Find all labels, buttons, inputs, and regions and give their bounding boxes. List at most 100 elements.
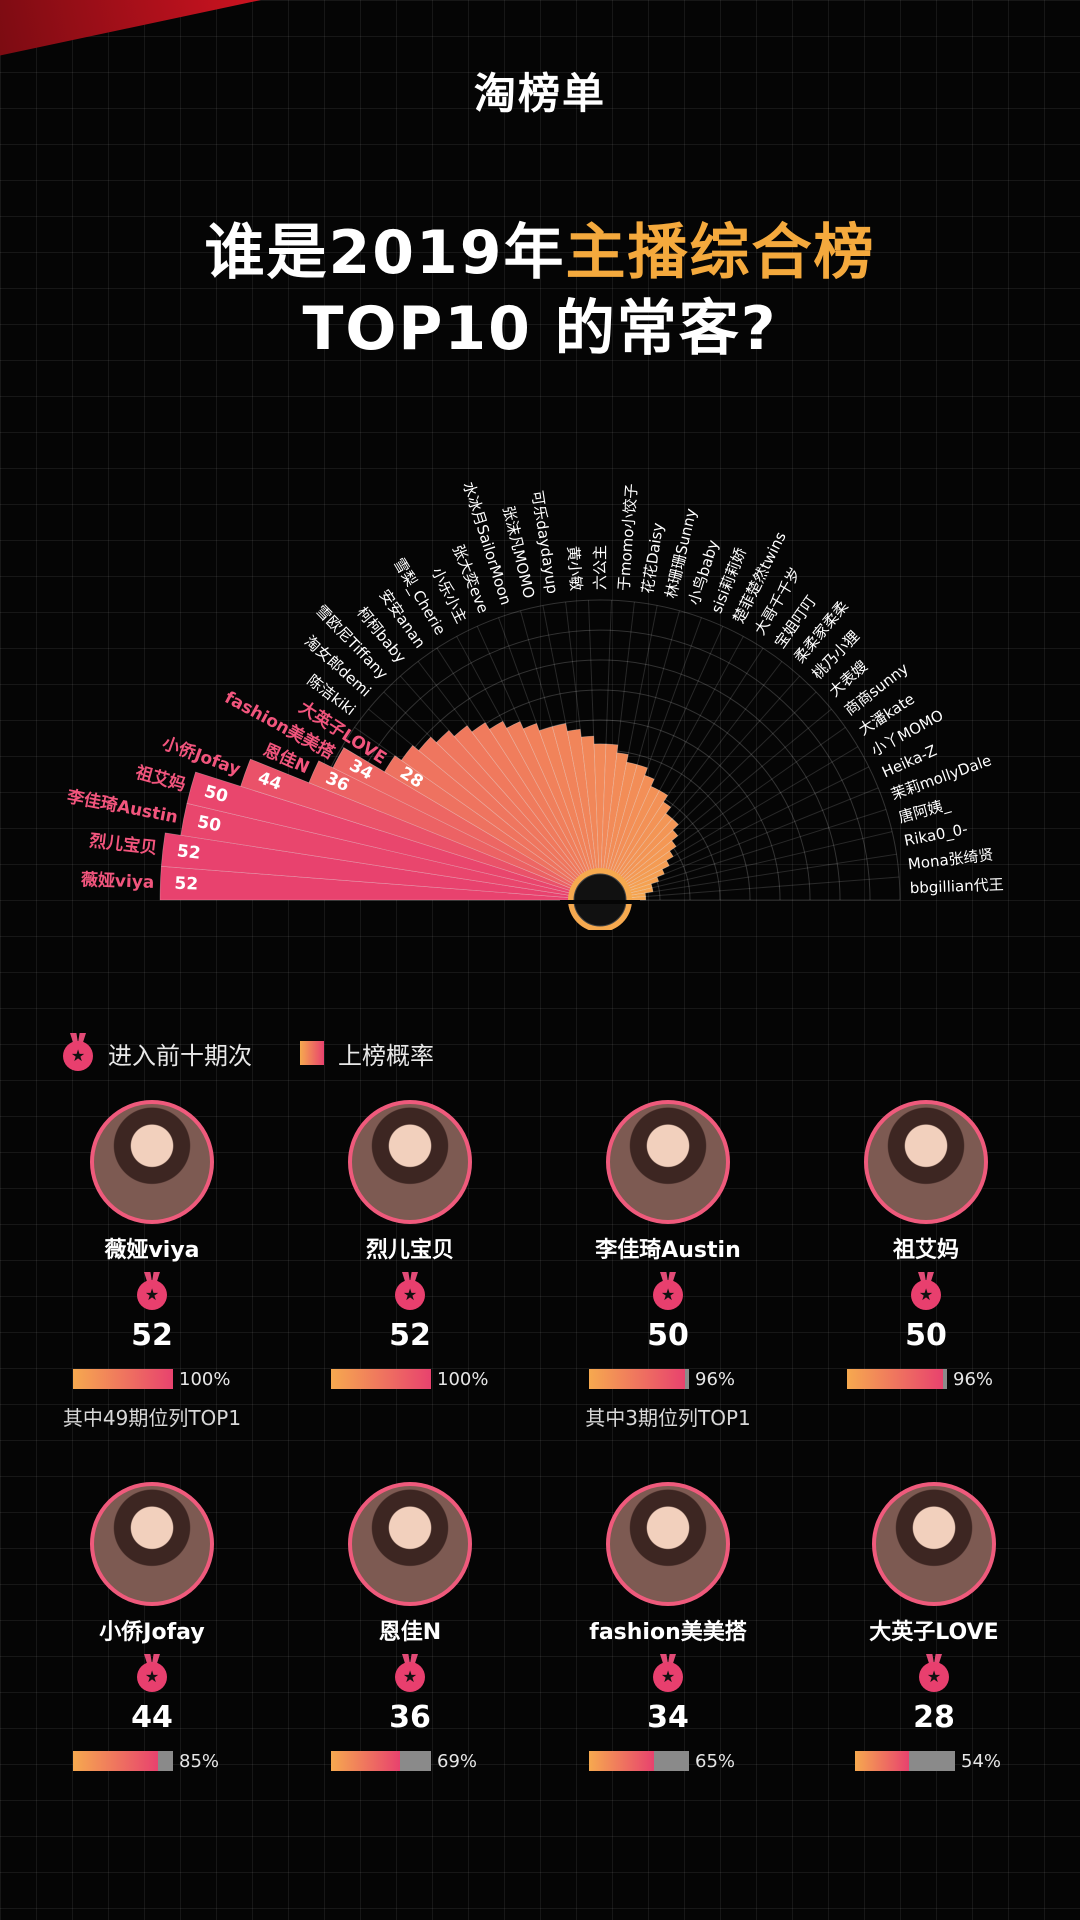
rate-bar-fill [331,1751,400,1771]
rate-bar [855,1751,955,1771]
rate-bar-fill [331,1369,431,1389]
host-card: 祖艾妈 ★ 50 96% [796,1100,1056,1428]
rate-bar-fill [847,1369,943,1389]
medal-icon: ★ [910,1272,942,1312]
host-name: 大英子LOVE [869,1620,999,1645]
avatar [872,1482,996,1606]
category-label: 薇娅viya [80,869,155,893]
grid-spoke [629,876,900,899]
host-name: 祖艾妈 [892,1238,959,1263]
title-highlight: 主播综合榜 [565,218,876,288]
rate-bar-row: 96% [538,1368,798,1390]
medal-icon: ★ [62,1033,94,1073]
category-label: bbgillian代王 [909,876,1004,898]
top10-count: 52 [389,1318,431,1353]
rate-bar [331,1751,431,1771]
rate-bar [331,1369,431,1389]
grid-spoke [565,601,598,871]
rate-bar [73,1751,173,1771]
host-name: fashion美美搭 [589,1620,747,1645]
medal-icon: ★ [136,1272,168,1312]
grid-spoke [611,626,724,873]
rate-bar [589,1369,689,1389]
title-part-1: 谁是2019年 [204,218,566,288]
rate-percent: 100% [437,1368,489,1390]
grid-ring [299,599,901,901]
grid-spoke [628,809,887,892]
avatar [90,1482,214,1606]
rate-bar-fill [73,1751,158,1771]
category-label: 六公主 [591,545,609,590]
rate-bar-row: 54% [804,1750,1064,1772]
category-label: Rika0_0- [903,820,970,851]
host-name: 薇娅viya [104,1238,200,1263]
top1-note [280,1402,540,1428]
top10-count: 50 [905,1318,947,1353]
legend-rate-label: 上榜概率 [338,1041,434,1070]
host-name: 恩佳N [378,1620,442,1645]
rate-percent: 54% [961,1750,1002,1772]
rate-bar [73,1369,173,1389]
grid-spoke [354,726,576,884]
host-card: fashion美美搭 ★ 34 65% [538,1482,798,1772]
rate-bar-fill [855,1751,909,1771]
legend-item-count: ★ 进入前十期次 [62,1033,252,1073]
rate-percent: 100% [179,1368,231,1390]
category-label: 花花Daisy [638,521,667,595]
grid-spoke [629,831,893,894]
medal-icon: ★ [394,1654,426,1694]
rate-bar-row: 85% [22,1750,282,1772]
corner-stripe-decoration [0,0,354,68]
title-line-2: TOP10 的常客? [302,294,778,364]
medal-icon: ★ [394,1272,426,1312]
host-card: 大英子LOVE ★ 28 54% [804,1482,1064,1772]
category-label: 于momo小饺子 [615,483,641,592]
rate-bar-fill [589,1369,685,1389]
avatar [606,1482,730,1606]
category-label: 李佳琦Austin [65,786,179,828]
host-card: 李佳琦Austin ★ 50 96% 其中3期位列TOP1 [538,1100,798,1430]
rate-percent: 85% [179,1750,220,1772]
top10-count: 28 [913,1700,955,1735]
avatar [606,1100,730,1224]
avatar [348,1482,472,1606]
category-label: 祖艾妈 [132,762,188,796]
rate-percent: 69% [437,1750,478,1772]
chart-baseline [560,900,640,904]
rate-percent: 96% [953,1368,994,1390]
medal-icon: ★ [652,1272,684,1312]
medal-icon: ★ [136,1654,168,1694]
page-title: 谁是2019年主播综合榜 TOP10 的常客? [0,215,1080,367]
top10-count: 36 [389,1700,431,1735]
host-name: 烈儿宝贝 [365,1238,454,1263]
top10-count: 34 [647,1700,689,1735]
top1-note: 其中3期位列TOP1 [585,1406,751,1430]
bar-value-label: 50 [196,812,223,836]
avatar [864,1100,988,1224]
grid-spoke [629,853,897,896]
rate-bar [847,1369,947,1389]
rate-bar-row: 65% [538,1750,798,1772]
rate-percent: 96% [695,1368,736,1390]
category-label: 黄小敏 [564,545,585,591]
top10-count: 52 [131,1318,173,1353]
host-name: 小侨Jofay [99,1620,205,1645]
grid-spoke [609,617,702,872]
host-card: 小侨Jofay ★ 44 85% [22,1482,282,1772]
rate-bar-fill [589,1751,654,1771]
rate-bar-row: 100% [280,1368,540,1390]
legend: ★ 进入前十期次 上榜概率 [62,1032,482,1074]
host-card: 恩佳N ★ 36 69% [280,1482,540,1772]
category-label: 烈儿宝贝 [88,830,158,859]
medal-icon: ★ [652,1654,684,1694]
host-card: 薇娅viya ★ 52 100% 其中49期位列TOP1 [22,1100,282,1430]
legend-rate-swatch [300,1041,324,1065]
host-name: 李佳琦Austin [595,1238,741,1263]
brand-logo: 淘榜单 [473,69,606,118]
rate-bar-row: 96% [796,1368,1056,1390]
rate-bar [589,1751,689,1771]
grid-spoke [624,726,846,884]
top10-count: 44 [131,1700,173,1735]
legend-item-rate: 上榜概率 [300,1036,434,1071]
legend-count-label: 进入前十期次 [108,1041,252,1070]
